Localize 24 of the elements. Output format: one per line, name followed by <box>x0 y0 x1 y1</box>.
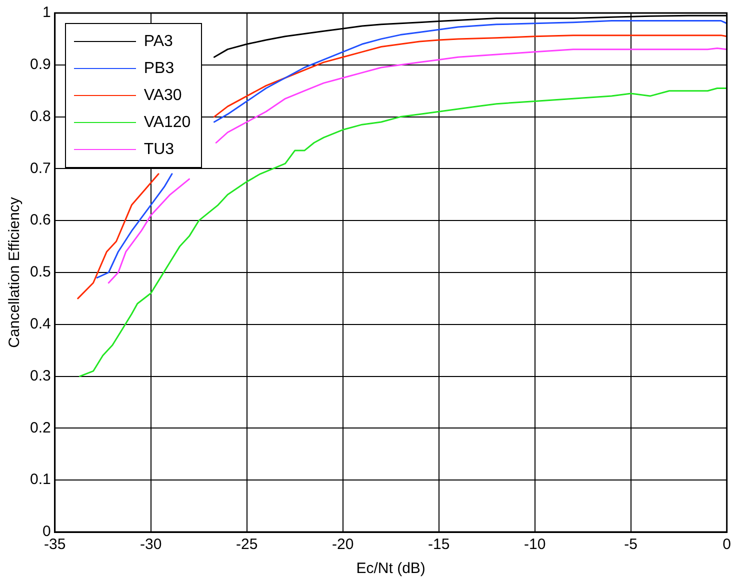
y-tick-label: 0.2 <box>30 419 51 436</box>
y-tick-label: 1 <box>42 4 51 22</box>
x-axis-title: Ec/Nt (dB) <box>356 560 426 578</box>
y-tick-label: 0.7 <box>30 160 51 177</box>
x-tick-label: -30 <box>140 536 162 554</box>
x-tick-label: -20 <box>332 536 354 554</box>
legend-label: PB3 <box>144 60 174 78</box>
legend-label: VA30 <box>144 86 182 104</box>
y-tick-label: 0.1 <box>30 471 51 488</box>
x-tick-label: -25 <box>236 536 258 554</box>
y-axis-title: Cancellation Efficiency <box>6 196 24 348</box>
y-tick-label: 0.3 <box>30 367 51 384</box>
y-tick-label: 0.5 <box>30 264 51 281</box>
legend-label: VA120 <box>144 114 191 132</box>
x-tick-label: 0 <box>722 536 731 554</box>
y-tick-label: 0.4 <box>30 316 51 333</box>
x-tick-label: -5 <box>624 536 638 554</box>
x-tick-label: -10 <box>524 536 546 554</box>
x-tick-label: -15 <box>428 536 450 554</box>
y-tick-label: 0.9 <box>30 56 51 74</box>
legend-label: PA3 <box>144 32 173 50</box>
y-tick-label: 0.8 <box>30 108 51 125</box>
legend-label: TU3 <box>144 140 174 158</box>
y-tick-label: 0.6 <box>30 212 51 229</box>
